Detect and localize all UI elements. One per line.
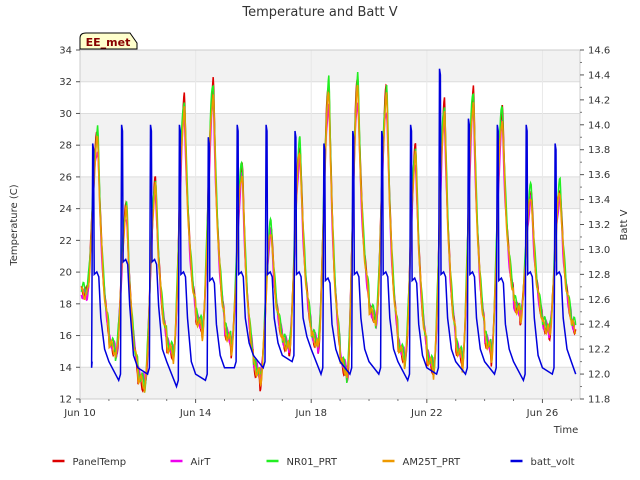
right-axis: 11.8 12.0 12.2 12.4 12.6 12.8 13.0 13.2 13.4 13.6… [580,46,610,406]
right-tick-label: 12.2 [588,345,610,356]
right-tick-label: 14.0 [588,120,610,131]
grid-band [80,50,580,82]
badge-label: EE_met [86,36,131,49]
left-tick-label: 32 [59,77,72,88]
x-tick-label: Jun 18 [294,408,327,419]
legend-label-batt-volt: batt_volt [531,457,575,468]
left-axis: 12 14 16 18 20 22 24 26 28 30 32 34 [59,46,80,406]
x-tick-label: Jun 22 [410,408,443,419]
station-badge: EE_met [79,32,138,50]
grid-band [80,240,580,273]
right-tick-label: 12.6 [588,295,610,306]
right-tick-label: 13.4 [588,195,610,206]
left-tick-label: 12 [59,395,72,406]
left-tick-label: 16 [59,331,72,342]
right-tick-label: 12.0 [588,370,610,381]
x-axis-label: Time [553,425,578,436]
legend-label-paneltemp: PanelTemp [73,457,127,468]
badge-shape [79,32,138,50]
right-tick-label: 12.4 [588,320,610,331]
right-tick-label: 11.8 [588,395,610,406]
legend: PanelTemp AirT NR01_PRT AM25T_PRT batt_volt [52,457,575,468]
left-tick-label: 34 [59,46,72,57]
left-tick-label: 24 [59,204,72,215]
right-tick-label: 14.6 [588,46,610,57]
right-tick-label: 14.2 [588,95,610,106]
right-tick-label: 14.4 [588,70,610,81]
legend-label-nr01-prt: NR01_PRT [287,457,338,468]
left-axis-label: Temperature (C) [9,184,20,266]
right-tick-label: 13.2 [588,220,610,231]
left-tick-label: 20 [59,268,72,279]
right-axis-label: Batt V [619,209,630,240]
x-tick-label: Jun 14 [179,408,212,419]
line-am25t-prt [80,84,577,393]
right-tick-label: 13.0 [588,245,610,256]
right-tick-label: 13.6 [588,170,610,181]
left-tick-label: 22 [59,236,72,247]
right-tick-label: 12.8 [588,270,610,281]
grid-band [80,367,580,399]
left-tick-label: 28 [59,141,72,152]
x-axis: Jun 10 Jun 14 Jun 18 Jun 22 Jun 26 [63,399,572,419]
legend-label-airt: AirT [191,457,212,468]
right-tick-label: 13.8 [588,145,610,156]
chart-title: Temperature and Batt V [241,5,397,20]
line-batt-volt [90,68,577,389]
series-group [80,68,577,393]
left-tick-label: 26 [59,172,72,183]
left-tick-label: 30 [59,109,72,120]
left-tick-label: 18 [59,299,72,310]
x-tick-label: Jun 10 [63,408,96,419]
legend-label-am25t-prt: AM25T_PRT [403,457,462,468]
x-tick-label: Jun 26 [526,408,559,419]
left-tick-label: 14 [59,363,72,374]
